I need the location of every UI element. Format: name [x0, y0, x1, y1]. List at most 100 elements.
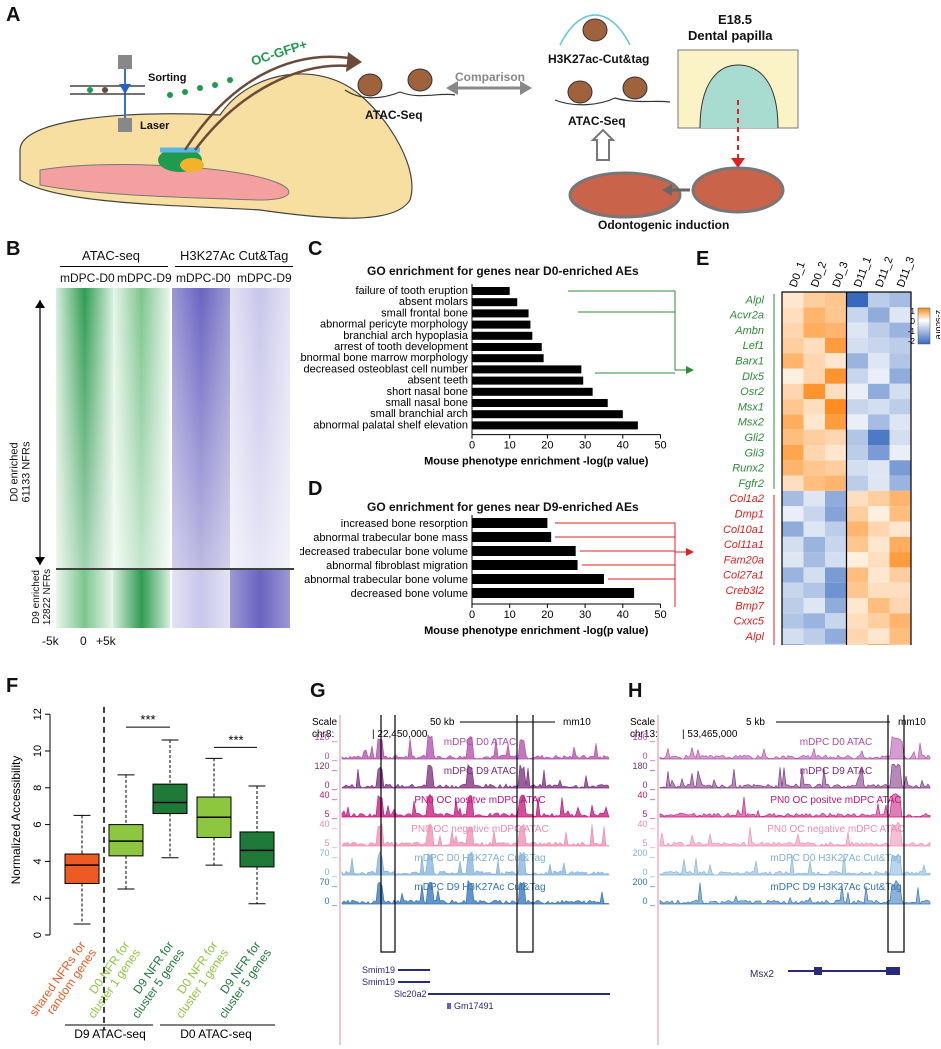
track-min: 0 _ [324, 751, 338, 761]
bar-label: absent teeth [407, 375, 468, 387]
signal-track [341, 850, 610, 876]
heatmap-cell [846, 490, 868, 507]
colorbar-label: z-score [934, 310, 940, 340]
heatmap-cell [782, 506, 804, 522]
heatmap-cell [846, 582, 868, 598]
bar-label: abnormal fibroblast migration [326, 560, 468, 572]
track-label: mDPC D0 H3K27Ac Cut&Tag [414, 853, 545, 864]
x-tick-label: 0 [469, 609, 475, 621]
heatmap-row-label: Fgfr2 [738, 478, 764, 490]
x-tick-neg5k: -5k [42, 634, 59, 648]
heatmap-col-label: D0_1 [788, 260, 808, 289]
y-tick-label: 0 [32, 932, 44, 938]
heatmap-cell [889, 506, 911, 522]
heatmap-row-label: Ambn [734, 325, 764, 337]
heatmap-cell [846, 322, 868, 338]
bar [472, 331, 533, 340]
heatmap-cell [868, 628, 890, 644]
highlight-box [380, 715, 396, 953]
track-label: PN0 OC positve mDPC ATAC [770, 795, 901, 806]
heatmap-cell [889, 460, 911, 476]
signal-track [341, 734, 610, 760]
heatmap-cell [889, 521, 911, 537]
heatmap-cell [825, 337, 847, 354]
heatmap-cell [868, 353, 890, 369]
heatmap-cell [846, 337, 868, 354]
gene-label: Smim19 [362, 977, 395, 987]
heatmap-cell [825, 445, 847, 461]
colorbar [917, 307, 931, 345]
heatmap-cell [846, 460, 868, 476]
heatmap-cell [803, 552, 825, 568]
heatmap-cell [889, 383, 911, 400]
heatmap-cell [803, 353, 825, 369]
heatmap-cell [782, 643, 804, 645]
heatmap-cell [846, 552, 868, 568]
bar-label: failure of tooth eruption [355, 285, 468, 297]
bar-label: short nasal bone [387, 386, 468, 398]
heatmap-cell [782, 353, 804, 369]
heatmap-cell [825, 307, 847, 323]
heatmap-col-label: D0_2 [809, 260, 829, 289]
track-max: 40 _ [319, 790, 338, 800]
heatmap-row-label: Bmp7 [735, 600, 765, 612]
colorbar-tick: -1 [908, 327, 916, 336]
track-min: 0 _ [642, 896, 656, 906]
heatmap-cell [803, 567, 825, 583]
heatmap-row-label: Fam20a [724, 554, 764, 566]
x-tick-label: 10 [504, 609, 516, 621]
d9-label-line1: D9 enriched [31, 570, 43, 624]
heatmap-cell [803, 307, 825, 323]
heatmap-cell [803, 490, 825, 507]
heatmap-cell [825, 322, 847, 338]
position-label: | 22,450,000 [372, 729, 428, 740]
track-max: 40 _ [637, 819, 656, 829]
heatmap-row-label: Runx2 [732, 463, 764, 475]
highlight-box [516, 715, 534, 953]
bar [472, 518, 548, 528]
x-axis-label: Mouse phenotype enrichment -log(p value) [424, 625, 649, 637]
bar-label: small branchial arch [370, 408, 468, 420]
box [108, 824, 144, 857]
heatmap-cell [782, 521, 804, 537]
heatmap-cell [825, 475, 847, 491]
d9-enriched-label: D9 enriched 12822 NFRs [31, 569, 53, 625]
x-tick-label: 50 [654, 609, 666, 621]
heatmap-cell [825, 490, 847, 507]
bar-label: decreased osteoblast cell number [304, 363, 469, 375]
panel-label-a: A [6, 4, 21, 26]
heatmap-cell [846, 399, 868, 415]
heatmap-cell [825, 460, 847, 476]
heatmap-cell [803, 383, 825, 400]
heatmap-col-label: D11_1 [852, 255, 874, 289]
heatmap-cell [782, 536, 804, 553]
bar-label: abnormal pericyte morphology [320, 319, 468, 331]
track-label: PN0 OC negative mDPC ATAC [411, 824, 548, 835]
heatmap-cell [825, 521, 847, 537]
heatmap-cell [803, 429, 825, 445]
connector-line [674, 302, 688, 371]
heatmap-cell [889, 322, 911, 338]
heatmap-cell [782, 307, 804, 323]
heatmap-cell [803, 414, 825, 430]
panel-label-e: E [696, 248, 710, 270]
heatmap-cell [825, 582, 847, 598]
heatmap-row-label: Cxxc5 [733, 616, 764, 628]
signal-track [341, 823, 610, 847]
signal-track [341, 793, 610, 818]
heatmap-cell [846, 368, 868, 384]
build-label: mm10 [898, 717, 926, 728]
x-tick-label: 40 [617, 440, 629, 452]
heatmap-row-label: Col27a1 [723, 570, 764, 582]
heatmap-cell [846, 506, 868, 522]
chart-d: increased bone resorption abnormal trabec… [300, 515, 694, 637]
track-min: 5 _ [642, 809, 656, 819]
heatmap-cell [803, 628, 825, 644]
bar-label: abnormal bone marrow morphology [300, 352, 468, 364]
heatmap-cell [868, 475, 890, 491]
heatmap-cell [803, 475, 825, 491]
connector-arrow [686, 548, 694, 556]
heatmap-cell [803, 521, 825, 537]
